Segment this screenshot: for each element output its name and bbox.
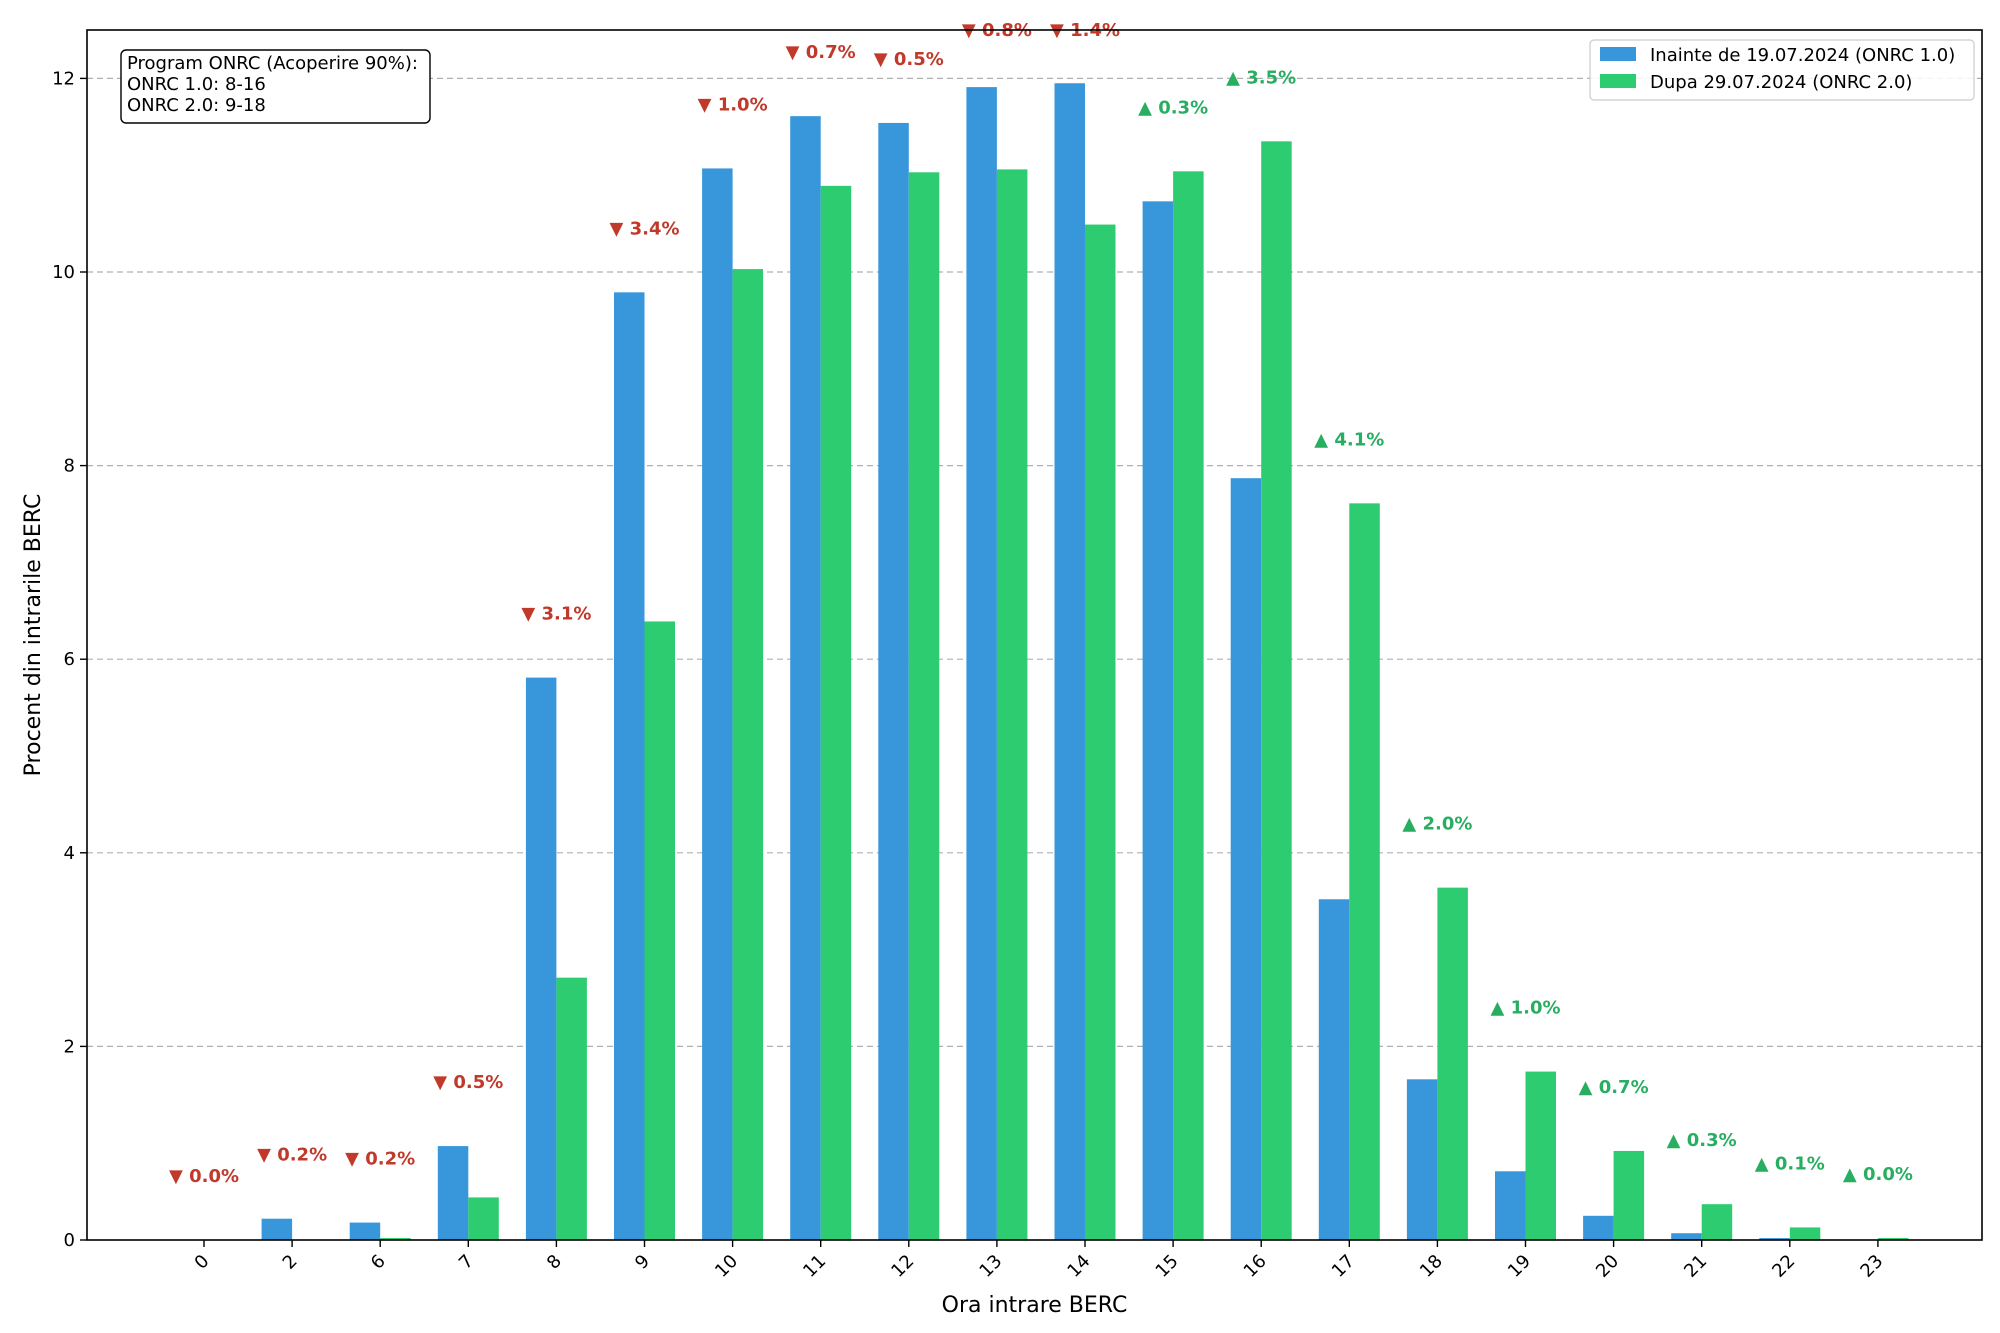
legend-frame xyxy=(1589,39,1975,101)
y-tick-label: 8 xyxy=(64,456,75,477)
delta-label: ▼ 3.1% xyxy=(521,604,591,625)
program-note-onrc1: ONRC 1.0: 8-16 xyxy=(127,74,266,95)
bar-before xyxy=(614,292,645,1240)
bar-after xyxy=(1613,1150,1645,1240)
bar-after xyxy=(1789,1227,1821,1240)
bar-before xyxy=(1054,83,1085,1241)
delta-label: ▼ 0.2% xyxy=(345,1149,415,1170)
bar-before xyxy=(1318,899,1350,1240)
delta-label: ▼ 0.0% xyxy=(169,1166,239,1187)
delta-label: ▲ 0.0% xyxy=(1843,1164,1913,1185)
y-tick-label: 12 xyxy=(52,68,75,89)
x-axis-title: Ora intrare BERC xyxy=(942,1293,1128,1318)
bar-after xyxy=(1085,224,1116,1240)
bar-before xyxy=(1495,1171,1526,1240)
legend-label-before: Inainte de 19.07.2024 (ONRC 1.0) xyxy=(1650,45,1955,66)
program-note-onrc2: ONRC 2.0: 9-18 xyxy=(127,95,266,116)
bar-before xyxy=(525,677,557,1240)
bars xyxy=(261,83,1909,1241)
legend-label-after: Dupa 29.07.2024 (ONRC 2.0) xyxy=(1650,72,1912,93)
bar-after xyxy=(1701,1204,1733,1240)
bar-after xyxy=(1437,887,1468,1240)
delta-label: ▲ 0.1% xyxy=(1755,1153,1825,1174)
legend-swatch-before xyxy=(1600,47,1636,61)
bar-before xyxy=(878,122,909,1241)
bar-after xyxy=(908,172,940,1240)
bar-before xyxy=(790,116,821,1241)
bar-after xyxy=(1877,1238,1909,1240)
bar-after xyxy=(644,621,675,1240)
delta-label: ▼ 0.2% xyxy=(257,1145,327,1166)
program-note-frame xyxy=(120,49,431,124)
y-axis-title: Procent din intrarile BERC xyxy=(21,494,46,777)
y-tick-label: 2 xyxy=(64,1036,75,1057)
bar-before xyxy=(261,1218,293,1240)
bar-after xyxy=(996,169,1028,1241)
bar-after xyxy=(732,269,764,1240)
delta-label: ▼ 1.0% xyxy=(698,94,768,115)
delta-label: ▲ 2.0% xyxy=(1402,814,1472,835)
y-tick-label: 10 xyxy=(52,262,75,283)
y-tick-label: 4 xyxy=(64,843,75,864)
bar-before xyxy=(1671,1233,1702,1240)
delta-annotations: ▼ 0.0% ▼ 0.2% ▼ 0.2% ▼ 0.5% ▼ 3.1% ▼ 3.4% ▼ 1.… xyxy=(169,20,1913,1187)
bar-before xyxy=(1230,478,1262,1241)
bar-before xyxy=(1142,201,1174,1241)
bar-before xyxy=(437,1146,469,1240)
bar-after xyxy=(820,185,852,1240)
plot-frame xyxy=(86,29,1983,1241)
bar-after xyxy=(468,1197,499,1240)
program-note-title: Program ONRC (Acoperire 90%): xyxy=(127,53,418,74)
bar-after xyxy=(1173,171,1204,1240)
bar-after xyxy=(1261,141,1292,1240)
delta-label: ▼ 0.7% xyxy=(786,42,856,63)
delta-label: ▲ 0.3% xyxy=(1667,1130,1737,1151)
delta-label: ▲ 0.7% xyxy=(1579,1077,1649,1098)
delta-label: ▼ 0.5% xyxy=(433,1072,503,1093)
bar-before xyxy=(1406,1079,1438,1240)
bar-after xyxy=(556,977,587,1240)
delta-label: ▲ 3.5% xyxy=(1226,67,1296,88)
bar-after xyxy=(380,1238,411,1240)
delta-label: ▲ 1.0% xyxy=(1490,998,1560,1019)
delta-label: ▲ 0.3% xyxy=(1138,97,1208,118)
delta-label: ▲ 4.1% xyxy=(1314,429,1384,450)
y-tick-label: 0 xyxy=(64,1230,75,1251)
bar-before xyxy=(1583,1215,1614,1240)
bar-before xyxy=(349,1222,381,1240)
y-tick-label: 6 xyxy=(64,649,75,670)
bar-before xyxy=(702,168,733,1241)
bar-before xyxy=(966,87,997,1240)
bar-after xyxy=(1349,503,1380,1240)
bar-after xyxy=(1525,1071,1556,1240)
bar-before xyxy=(1759,1238,1790,1240)
delta-label: ▼ 0.5% xyxy=(874,49,944,70)
legend-swatch-after xyxy=(1600,74,1636,88)
legend: Inainte de 19.07.2024 (ONRC 1.0) Dupa 29… xyxy=(1589,39,1975,101)
program-note-box: Program ONRC (Acoperire 90%): ONRC 1.0: … xyxy=(120,49,431,124)
delta-label: ▼ 3.4% xyxy=(609,218,679,239)
